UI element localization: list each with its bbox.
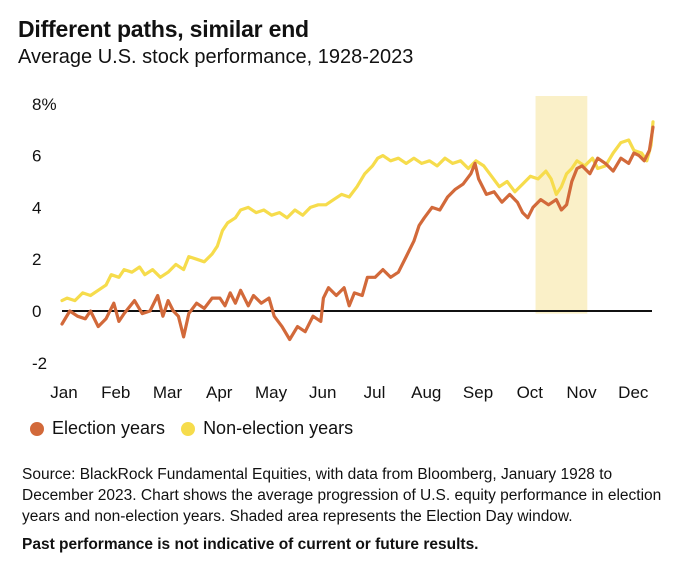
x-tick-label: Oct — [517, 383, 544, 402]
series-line-non-election-years — [60, 120, 655, 303]
x-tick-label: Jul — [364, 383, 386, 402]
election-day-window — [535, 96, 588, 314]
y-tick-label: 4 — [32, 198, 41, 217]
non-election-years-swatch — [181, 421, 196, 436]
y-tick-label: 8% — [32, 95, 57, 114]
y-tick-label: 6 — [32, 147, 41, 166]
source-text: Source: BlackRock Fundamental Equities, … — [22, 466, 662, 525]
chart-subtitle: Average U.S. stock performance, 1928-202… — [18, 46, 414, 68]
line-chart: 8% 6 4 2 0 -2 Jan Feb Mar Apr May Jun Jul Aug Sep Oct N… — [32, 95, 655, 402]
x-tick-label: Jun — [309, 383, 336, 402]
y-tick-label: 2 — [32, 250, 41, 269]
x-tick-label: Apr — [206, 383, 233, 402]
x-tick-label: Sep — [463, 383, 493, 402]
series-layer — [60, 120, 655, 342]
x-tick-label: Dec — [618, 383, 649, 402]
election-years-swatch — [30, 421, 44, 436]
x-axis-ticks: Jan Feb Mar Apr May Jun Jul Aug Sep Oct Nov Dec — [50, 383, 649, 402]
legend-label-non-election-years: Non-election years — [203, 418, 354, 438]
legend: Election years Non-election years — [30, 418, 369, 439]
x-tick-label: Feb — [101, 383, 130, 402]
x-tick-label: Jan — [50, 383, 77, 402]
x-tick-label: Mar — [153, 383, 183, 402]
y-tick-label: -2 — [32, 354, 47, 373]
x-tick-label: Nov — [566, 383, 597, 402]
election-day-window-layer — [535, 96, 588, 314]
chart-title: Different paths, similar end — [18, 16, 309, 42]
disclaimer-text: Past performance is not indicative of cu… — [22, 536, 479, 553]
x-tick-label: Aug — [411, 383, 441, 402]
series-line-election-years — [60, 125, 655, 342]
x-tick-label: May — [255, 383, 288, 402]
y-tick-label: 0 — [32, 302, 41, 321]
legend-item-election-years: Election years — [30, 418, 165, 439]
legend-label-election-years: Election years — [52, 418, 166, 438]
y-axis-ticks: 8% 6 4 2 0 -2 — [32, 95, 57, 373]
legend-item-non-election-years: Non-election years — [181, 418, 353, 439]
